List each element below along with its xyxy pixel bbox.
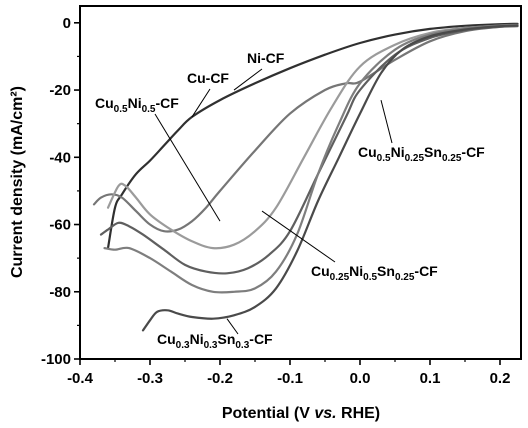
- annotation-text-part: 0.25: [330, 272, 350, 283]
- y-axis-label: Current density (mA/cm²): [9, 86, 26, 278]
- y-tick-label: -60: [49, 217, 71, 234]
- annotation-leader-line: [233, 68, 263, 91]
- annotation-text-part: -CF: [414, 263, 438, 279]
- annotation-text-part: Ni: [190, 331, 204, 347]
- x-tick-label: -0.4: [67, 370, 94, 387]
- annotation-text-part: Cu: [95, 95, 114, 111]
- annotation-text-part: 0.5: [142, 104, 156, 115]
- annotation-text-part: 0.5: [114, 104, 128, 115]
- annotation-text-part: Sn: [217, 331, 235, 347]
- plot-area-frame: [79, 5, 522, 360]
- series-lines: [92, 22, 519, 332]
- x-tick-label: 0.2: [490, 370, 511, 387]
- annotation-leader-line: [226, 318, 239, 335]
- annotation-text-part: Sn: [377, 263, 395, 279]
- x-tick-label: -0.3: [137, 370, 163, 387]
- series-line-0: [106, 22, 519, 250]
- annotation-leader-line: [261, 210, 336, 263]
- series-annotation-3: Cu0.5Ni0.25Sn0.25-CF: [358, 144, 485, 164]
- y-tick-label: -100: [41, 351, 71, 368]
- x-tick-label: 0.0: [350, 370, 371, 387]
- annotation-text-part: Cu: [157, 331, 176, 347]
- annotations: Ni-CFCu-CFCu0.5Ni0.5-CFCu0.5Ni0.25Sn0.25…: [95, 50, 485, 351]
- annotation-text-part: -CF: [155, 95, 179, 111]
- annotation-leader-line: [191, 88, 211, 118]
- x-tick-label: 0.1: [420, 370, 441, 387]
- annotation-text-part: Ni: [349, 263, 363, 279]
- x-axis-label-part-3: RHE): [337, 405, 381, 422]
- series-line-3: [106, 24, 519, 250]
- series-line-1: [92, 24, 519, 233]
- annotation-text-part: Ni: [391, 144, 405, 160]
- annotation-text-part: 0.3: [235, 340, 249, 351]
- annotation-text-part: Cu: [358, 144, 377, 160]
- x-axis-label-part-1: Potential (V: [222, 405, 314, 422]
- series-annotation-2: Cu0.5Ni0.5-CF: [95, 95, 179, 115]
- annotation-text-part: 0.25: [395, 272, 415, 283]
- series-annotation-1: Cu-CF: [187, 70, 229, 86]
- series-annotation-0: Ni-CF: [247, 50, 285, 66]
- axis-ticks: -0.4 -0.3 -0.2 -0.1 0.0 0.1 0.2 0 -20 -40 -60 -80 -1…: [41, 15, 510, 387]
- y-tick-label: -80: [49, 284, 71, 301]
- y-tick-label: -20: [49, 82, 71, 99]
- x-axis-label-part-2: vs.: [314, 405, 336, 422]
- series-line-4: [103, 23, 519, 294]
- series-annotation-4: Cu0.25Ni0.5Sn0.25-CF: [311, 263, 438, 283]
- annotation-text-part: 0.5: [363, 272, 377, 283]
- annotation-text-part: 0.3: [176, 340, 190, 351]
- annotation-leader-line: [154, 113, 221, 222]
- y-tick-label: 0: [63, 15, 71, 32]
- series-line-5: [141, 24, 519, 332]
- series-annotation-5: Cu0.3Ni0.3Sn0.3-CF: [157, 331, 273, 351]
- series-line-2: [99, 25, 519, 275]
- annotation-text-part: 0.3: [204, 340, 218, 351]
- annotation-text-part: -CF: [249, 331, 273, 347]
- annotation-text-part: 0.25: [405, 153, 425, 164]
- y-tick-label: -40: [49, 149, 71, 166]
- annotation-text-part: Cu: [311, 263, 330, 279]
- x-axis-label: Potential (V vs. RHE): [222, 405, 380, 422]
- annotation-text-part: 0.5: [377, 153, 391, 164]
- annotation-text-part: Ni: [128, 95, 142, 111]
- annotation-text-part: 0.25: [442, 153, 462, 164]
- annotation-text-part: Sn: [424, 144, 442, 160]
- annotation-text-part: -CF: [461, 144, 485, 160]
- annotation-leader-line: [380, 100, 393, 144]
- x-tick-label: -0.1: [277, 370, 303, 387]
- x-tick-label: -0.2: [207, 370, 233, 387]
